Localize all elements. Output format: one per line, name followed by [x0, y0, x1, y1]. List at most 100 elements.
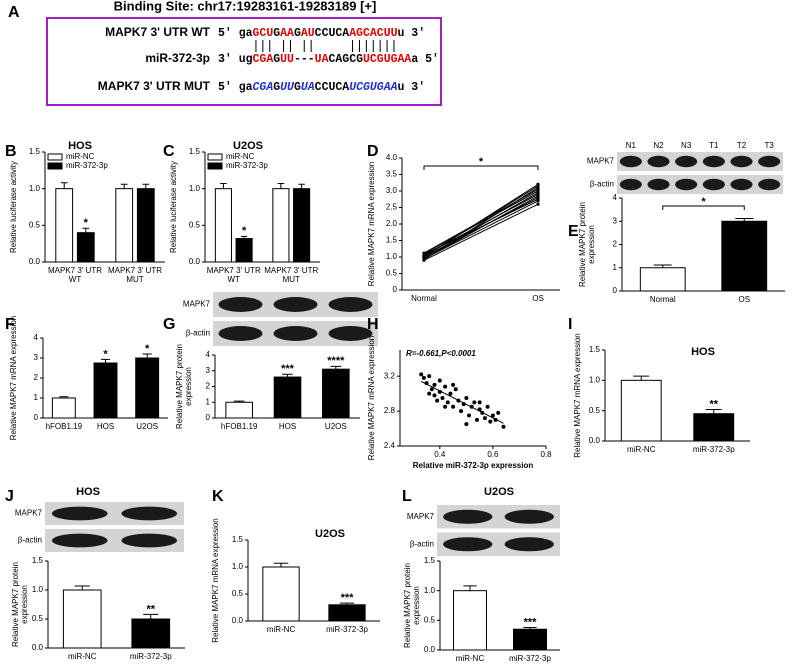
error-bar — [653, 264, 672, 268]
y-axis-label: Relative luciferase activity — [169, 161, 178, 253]
blot-row-label: β-actin — [590, 180, 614, 189]
point — [435, 398, 440, 403]
blot-band — [647, 178, 670, 191]
y-tick-label: 1 — [34, 393, 39, 402]
sequence: 3' ugCGAGUU---UACAGCGUCGUGAAa 5' — [218, 53, 439, 66]
point — [448, 391, 453, 396]
sequence-segment: UCGUGAA — [349, 81, 397, 94]
blot-band — [647, 155, 670, 168]
point — [459, 409, 464, 414]
x-tick-label: 0.6 — [487, 450, 499, 459]
x-tick-label: MUT — [126, 275, 143, 284]
x-tick-label: miR-372-3p — [509, 654, 551, 663]
x-tick-label: MAPK7 3' UTR — [108, 266, 162, 275]
error-bar — [298, 183, 305, 189]
y-tick-label: 3 — [613, 216, 618, 225]
y-tick-label: 3.5 — [386, 170, 398, 179]
sequence-segment: CCUCA — [315, 81, 350, 94]
x-tick-label: MAPK7 3' UTR — [264, 266, 318, 275]
blot-band — [218, 297, 263, 312]
row-label: MAPK7 3' UTR MUT — [98, 79, 211, 93]
blot-band — [619, 155, 642, 168]
y-tick-label: 0.0 — [189, 257, 201, 266]
y-axis-label: Relative luciferase activity — [9, 161, 18, 253]
sequence-segment: UU — [280, 81, 295, 94]
y-tick-label: 0.5 — [29, 220, 41, 229]
blot-band — [273, 326, 318, 341]
blot-row-label: MAPK7 — [15, 509, 43, 518]
y-tick-label: 1.0 — [29, 184, 41, 193]
blot-band — [730, 178, 753, 191]
sequence-segment: AU — [301, 27, 315, 40]
point — [422, 251, 426, 255]
point — [422, 257, 426, 261]
blot-band — [51, 506, 108, 521]
legend-swatch — [47, 153, 63, 161]
significance-bracket — [423, 165, 539, 170]
point — [464, 422, 469, 427]
error-bar — [120, 183, 128, 189]
error-bar — [523, 626, 537, 630]
y-tick-label: 1.0 — [189, 184, 201, 193]
bar — [214, 188, 232, 263]
bar — [639, 267, 686, 292]
y-tick-label: 1.5 — [189, 147, 201, 156]
point — [536, 194, 540, 198]
bar — [273, 376, 302, 419]
x-tick-label: miR-NC — [627, 445, 656, 454]
y-axis-label: Relative MAPK7 mRNA expression — [9, 316, 18, 441]
annotation: R=-0.661,P<0.0001 — [406, 349, 476, 358]
x-tick-label: U2OS — [325, 422, 347, 431]
point — [467, 413, 472, 418]
error-bar — [142, 353, 152, 358]
panel-letter: I — [568, 316, 572, 333]
x-tick-label: hFOB1.19 — [46, 422, 83, 431]
bar — [453, 590, 487, 651]
y-tick-label: 0.5 — [32, 614, 44, 623]
x-tick-label: Normal — [411, 294, 437, 303]
bar — [235, 238, 253, 263]
error-bar — [100, 358, 111, 363]
point — [536, 184, 540, 188]
point — [451, 404, 456, 409]
legend-label: miR-NC — [66, 152, 95, 161]
point — [445, 400, 450, 405]
line — [423, 195, 539, 260]
bar — [55, 188, 74, 263]
y-tick-label: 2 — [34, 373, 39, 382]
error-bar — [142, 183, 150, 189]
x-tick-label: U2OS — [136, 422, 158, 431]
point — [501, 424, 506, 429]
y-tick-label: 0.5 — [232, 589, 244, 598]
y-tick-label: 1.5 — [232, 535, 244, 544]
y-tick-label: 0.0 — [424, 645, 436, 654]
y-tick-label: 4 — [206, 350, 211, 359]
x-tick-label: OS — [738, 295, 750, 304]
panel-letter: B — [5, 143, 17, 160]
error-bar — [220, 183, 227, 189]
y-tick-label: 0.0 — [589, 436, 601, 445]
error-bar — [143, 613, 159, 619]
x-tick-label: OS — [532, 294, 544, 303]
blot-row-label: MAPK7 — [183, 300, 211, 309]
y-tick-label: 1.0 — [32, 585, 44, 594]
legend-swatch — [207, 153, 223, 161]
x-tick-label: hFOB1.19 — [221, 422, 258, 431]
point — [536, 187, 540, 191]
point — [421, 375, 426, 380]
error-bar — [233, 400, 245, 403]
panel-letter: H — [367, 316, 379, 333]
x-tick-label: HOS — [97, 422, 114, 431]
point — [451, 382, 456, 387]
x-tick-label: 0.8 — [540, 450, 552, 459]
y-tick-label: 0.0 — [29, 257, 41, 266]
blot-band — [702, 155, 725, 168]
chart-title: U2OS — [233, 140, 263, 152]
y-tick-label: 2.8 — [384, 406, 396, 415]
legend-swatch — [47, 162, 63, 170]
panel-letter: L — [402, 488, 412, 505]
x-tick-label: HOS — [279, 422, 296, 431]
point — [437, 378, 442, 383]
bar — [513, 628, 547, 651]
